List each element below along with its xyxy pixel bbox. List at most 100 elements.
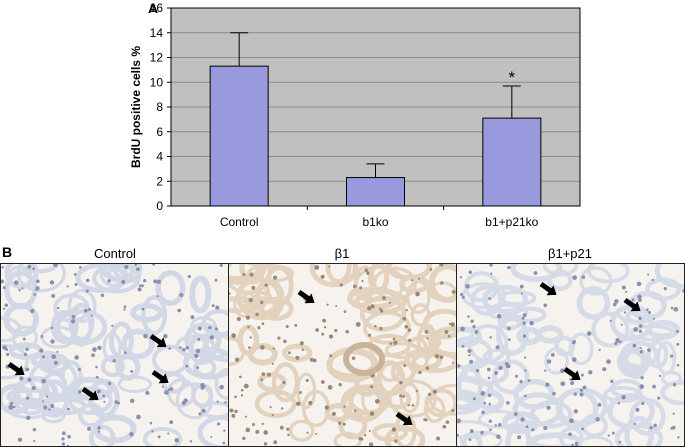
cell-nucleus xyxy=(56,350,59,353)
alveolar-wall xyxy=(429,383,456,416)
alveolar-wall xyxy=(50,309,79,344)
cell-nucleus xyxy=(251,423,255,427)
cell-nucleus xyxy=(424,329,429,334)
cell-nucleus xyxy=(301,348,304,352)
cell-nucleus xyxy=(648,310,652,314)
cell-nucleus xyxy=(185,364,189,368)
cell-nucleus xyxy=(103,400,106,403)
cell-nucleus xyxy=(533,271,538,275)
cell-nucleus xyxy=(323,326,327,329)
cell-nucleus xyxy=(378,307,382,311)
cell-nucleus xyxy=(649,426,653,430)
cell-nucleus xyxy=(571,444,575,446)
cell-nucleus xyxy=(194,353,199,359)
cell-nucleus xyxy=(2,345,7,350)
cell-nucleus xyxy=(423,418,427,422)
y-tick-label: 12 xyxy=(150,51,164,65)
cell-nucleus xyxy=(358,436,362,441)
cell-nucleus xyxy=(33,439,36,443)
alveolar-wall xyxy=(229,296,262,313)
cell-nucleus xyxy=(514,374,519,378)
cell-nucleus xyxy=(260,378,264,382)
cell-nucleus xyxy=(327,385,333,390)
cell-nucleus xyxy=(326,303,329,306)
alveolar-wall xyxy=(55,308,108,346)
cell-nucleus xyxy=(130,369,134,373)
cell-nucleus xyxy=(393,340,398,345)
cell-nucleus xyxy=(214,327,218,331)
alveolar-wall xyxy=(481,284,528,314)
cell-nucleus xyxy=(653,423,657,428)
cell-nucleus xyxy=(70,319,76,324)
cell-nucleus xyxy=(2,307,6,310)
cell-nucleus xyxy=(249,336,252,339)
cell-nucleus xyxy=(263,430,269,435)
cell-nucleus xyxy=(263,442,268,446)
cell-nucleus xyxy=(271,414,274,417)
alveolar-wall xyxy=(399,382,420,414)
cell-nucleus xyxy=(574,441,579,445)
cell-nucleus xyxy=(525,425,529,429)
bar-chart: 0 2 4 6 8 10 12 14 16 Control b1ko b1+p21ko * BrdU po… xyxy=(129,1,581,229)
cell-nucleus xyxy=(368,429,371,432)
cell-nucleus xyxy=(245,315,251,320)
cell-nucleus xyxy=(9,401,14,406)
alveolar-wall xyxy=(189,275,212,314)
cell-nucleus xyxy=(137,287,142,292)
cell-nucleus xyxy=(285,324,289,329)
cell-nucleus xyxy=(174,437,180,443)
alveolar-wall xyxy=(568,332,594,366)
cell-nucleus xyxy=(469,429,474,433)
cell-nucleus xyxy=(48,408,51,411)
cell-nucleus xyxy=(25,367,30,372)
arrow-marker-icon xyxy=(395,411,413,426)
cell-nucleus xyxy=(670,306,674,310)
alveolar-wall xyxy=(12,376,51,416)
micrograph-title-b1: β1 xyxy=(334,246,350,261)
cell-nucleus xyxy=(546,405,551,410)
cell-nucleus xyxy=(197,326,202,331)
cell-nucleus xyxy=(343,405,346,408)
cell-nucleus xyxy=(632,343,637,348)
cell-nucleus xyxy=(494,424,498,427)
cell-nucleus xyxy=(475,369,480,373)
cell-nucleus xyxy=(361,279,364,283)
cell-nucleus xyxy=(468,354,471,357)
cell-nucleus xyxy=(272,275,278,280)
alveolar-wall xyxy=(656,340,677,376)
cell-nucleus xyxy=(606,359,611,364)
cell-nucleus xyxy=(23,352,28,356)
cell-nucleus xyxy=(61,437,65,441)
blood-vessel xyxy=(343,342,385,376)
cell-nucleus xyxy=(102,394,106,398)
alveolar-wall xyxy=(167,378,196,408)
y-tick-label: 10 xyxy=(150,75,164,89)
cell-nucleus xyxy=(618,340,622,344)
cell-nucleus xyxy=(388,301,391,304)
cell-nucleus xyxy=(676,342,680,346)
cell-nucleus xyxy=(167,388,171,392)
cell-nucleus xyxy=(638,298,642,303)
cell-nucleus xyxy=(403,364,407,368)
cell-nucleus xyxy=(459,276,463,279)
cell-nucleus xyxy=(672,383,677,387)
cell-nucleus xyxy=(465,284,470,289)
cell-nucleus xyxy=(1,266,5,269)
alveolar-wall xyxy=(363,310,411,345)
cell-nucleus xyxy=(338,382,342,387)
bar xyxy=(209,65,269,207)
cell-nucleus xyxy=(434,354,440,359)
cell-nucleus xyxy=(439,264,444,267)
cell-nucleus xyxy=(483,401,487,405)
alveolar-wall xyxy=(512,306,547,323)
cell-nucleus xyxy=(107,381,112,386)
alveolar-wall xyxy=(271,362,300,403)
cell-nucleus xyxy=(85,278,90,283)
cell-nucleus xyxy=(610,379,614,383)
cell-nucleus xyxy=(41,355,46,359)
alveolar-wall xyxy=(175,382,214,420)
cell-nucleus xyxy=(215,305,220,310)
cell-nucleus xyxy=(411,279,414,282)
cell-nucleus xyxy=(457,418,462,424)
cell-nucleus xyxy=(658,374,662,378)
